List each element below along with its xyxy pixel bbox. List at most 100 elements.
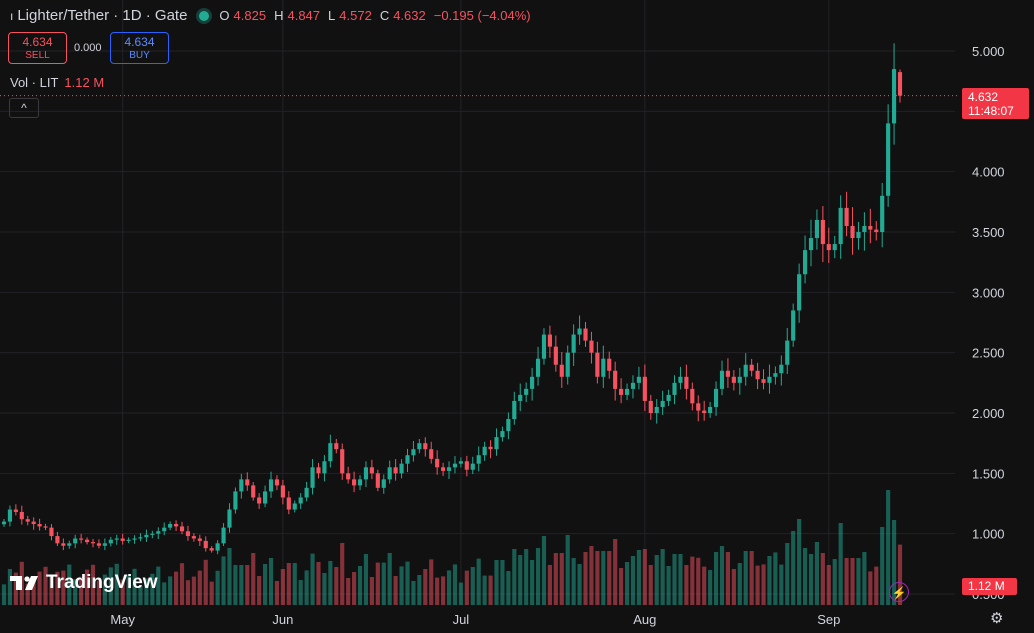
volume-bar [179,563,185,605]
volume-bar [304,570,309,605]
volume-bar [719,546,725,605]
volume-bar [737,563,742,605]
volume-bar [797,519,802,605]
candle-body [179,526,185,532]
lightning-icon[interactable]: ⚡ [889,582,909,602]
buy-button[interactable]: 4.634 BUY [110,32,169,64]
volume-bar [470,567,475,605]
volume-bar [13,572,18,605]
candle-body [310,467,315,488]
volume-bar [518,555,523,605]
volume-bar [268,558,274,605]
volume-bar [476,558,481,605]
candle-body [773,373,778,377]
collapse-legend-button[interactable]: ^ [9,98,39,118]
volume-bar [126,574,131,605]
volume-bar [613,539,618,605]
candle-body [239,479,244,492]
volume-bar [577,564,582,605]
volume-bar [868,571,873,605]
volume-bar [1,584,7,605]
volume-bar [856,558,861,605]
volume-bar [530,560,535,605]
candle-body [215,543,220,551]
candle-body [268,479,274,492]
volume-bar [832,559,837,605]
candle-body [292,503,297,510]
volume-bar [696,557,701,605]
spread-value: 0.000 [74,42,102,54]
candle-body [73,538,78,544]
candle-body [654,406,659,413]
candle-body [13,509,18,512]
volume-legend: Vol · LIT 1.12 M [10,75,104,90]
pair-title[interactable]: Lighter/Tether · 1D · Gate [17,7,188,24]
candle-body [791,310,796,341]
volume-bar [346,578,351,605]
high-value: 4.847 [287,8,321,23]
candle-body [589,340,594,353]
candle-body [660,400,665,407]
candle-body [185,531,191,537]
candle-body [518,394,523,401]
volume-bar [227,548,232,605]
x-tick-label: May [110,612,135,627]
volume-bar [624,562,630,605]
candle-body [316,467,321,474]
volume-bar [239,565,244,605]
volume-bar [755,565,760,605]
candle-body [607,358,612,371]
candle-body [624,388,630,395]
candle-body [446,467,452,471]
candle-body [820,219,825,245]
volume-bar [49,576,54,605]
volume-bar [886,490,891,605]
volume-bar [435,577,440,605]
volume-bar [150,573,155,605]
volume-bar [79,576,84,605]
volume-bar [393,576,398,605]
candle-body [850,225,855,239]
volume-bar [292,563,297,605]
candle-body [84,539,90,543]
volume-bar [316,562,321,605]
volume-bar [322,573,327,605]
volume-bar [328,561,333,605]
sell-button[interactable]: 4.634 SELL [8,32,67,64]
volume-bar [791,531,796,605]
candle-body [802,250,808,275]
volume-bar [708,570,713,605]
candle-body [868,225,873,230]
candle-body [67,543,72,546]
candle-body [785,340,790,365]
volume-bar [601,551,606,605]
volume-bar [654,555,659,605]
volume-bar [233,565,238,605]
volume-bar [512,549,517,605]
candle-body [476,455,481,464]
candle-body [387,467,392,480]
candle-body [138,537,143,539]
volume-bar [203,559,208,605]
volume-bar [767,556,772,605]
volume-bar [144,578,149,605]
y-tick-label: 1.500 [972,466,1005,481]
tradingview-logo[interactable]: TradingView [10,572,158,594]
candle-body [642,376,647,401]
candle-body [37,524,42,527]
candle-body [245,479,250,486]
volume-bar [808,554,814,605]
candle-body [286,497,291,510]
gear-icon[interactable]: ⚙ [990,610,1004,627]
volume-bar [197,570,202,605]
candle-body [808,238,814,251]
change-value: −0.195 (−4.04%) [433,8,531,23]
candle-body [144,534,149,538]
volume-bar [619,568,624,605]
candle-body [375,473,380,488]
candle-body [601,358,606,377]
candle-body [826,244,831,251]
volume-bar [191,576,196,605]
volume-bar [458,582,463,605]
